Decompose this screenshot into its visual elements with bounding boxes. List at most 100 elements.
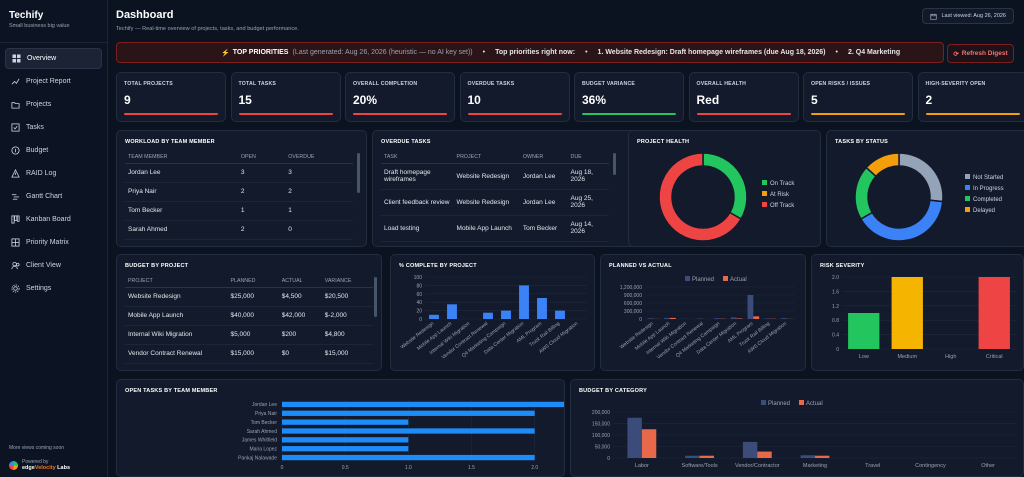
table-row[interactable]: Draft homepage wireframes Website Redesig… [381,163,609,190]
y-tick-label: 0.4 [832,333,839,339]
bar[interactable] [685,455,700,458]
column-header: ACTUAL [278,276,322,288]
bar[interactable] [483,312,493,319]
open-tasks-card: OPEN TASKS BY TEAM MEMBER 00.51.01.52.02… [116,379,565,477]
budget-scrollbar[interactable] [374,277,377,317]
sidebar-item-budget[interactable]: Budget [5,139,102,161]
bar[interactable] [747,295,754,319]
table-row[interactable]: Priya Nair 2 2 [125,182,353,202]
bar[interactable] [978,277,1010,349]
kpi-card: OVERALL HEALTH Red [688,72,799,122]
priority-item-1[interactable]: 1. Website Redesign: Draft homepage wire… [597,49,826,56]
sidebar-item-raid-log[interactable]: RAID Log [5,162,102,184]
pie-slice[interactable] [854,166,878,221]
table-cell: $25,000 [227,287,279,307]
bar[interactable] [282,428,535,434]
x-tick-label: High [945,354,956,360]
y-tick-label: Jordan Lee [252,402,277,408]
pie-slice[interactable] [865,152,900,178]
bar[interactable] [501,310,511,319]
bar[interactable] [742,441,758,458]
bar[interactable] [730,317,737,319]
priorities-label: ⚡ TOP PRIORITIES [221,49,289,57]
project-health-title: PROJECT HEALTH [637,139,690,145]
table-row[interactable]: Client feedback review Website Redesign Jo… [381,189,609,216]
bar[interactable] [736,318,743,319]
workload-scrollbar[interactable] [357,153,360,193]
bar[interactable] [627,417,642,458]
bar[interactable] [780,318,787,319]
table-row[interactable]: Mobile App Launch $40,000 $42,000 $-2,000 [125,306,373,326]
pie-slice[interactable] [898,152,944,203]
sidebar-item-priority-matrix[interactable]: Priority Matrix [5,231,102,253]
bar[interactable] [282,410,535,416]
table-row[interactable]: Tom Becker 1 1 [125,201,353,221]
bar[interactable] [764,318,770,319]
sidebar-item-tasks[interactable]: Tasks [5,116,102,138]
kpi-card: HIGH-SEVERITY OPEN 2 [917,72,1024,122]
legend-swatch [965,185,970,190]
priorities-ticker: ⚡ TOP PRIORITIES (Last generated: Aug 26,… [116,42,944,63]
sidebar-item-overview[interactable]: Overview [5,48,102,69]
x-tick-label: Medium [897,354,917,360]
priority-item-2[interactable]: 2. Q4 Marketing [847,49,901,56]
bar[interactable] [891,277,923,349]
bar[interactable] [282,454,535,461]
y-tick-label: 60 [416,292,422,298]
legend-label: Delayed [973,208,995,214]
bar[interactable] [757,451,772,458]
bar[interactable] [670,317,676,319]
refresh-digest-button[interactable]: ⟳ Refresh Digest [947,44,1014,63]
bar[interactable] [282,419,409,425]
kpi-label: OVERDUE TASKS [467,81,515,87]
planned-actual-card: PLANNED VS ACTUAL 0 300,000 600,000 900,000… [600,254,806,371]
bar[interactable] [429,314,439,319]
bar[interactable] [282,437,409,443]
sidebar-item-label: Settings [26,284,52,292]
y-tick-label: Maria Lopez [249,446,277,452]
legend-swatch [965,207,970,212]
column-header: OPEN [237,152,286,164]
legend-swatch [799,400,804,405]
table-cell: $5,000 [227,325,279,345]
bar[interactable] [800,455,815,458]
table-row[interactable]: Load testing Mobile App Launch Tom Becker A… [381,215,609,242]
table-cell: 3 [237,163,286,183]
sidebar-item-kanban-board[interactable]: Kanban Board [5,208,102,230]
bar[interactable] [848,313,880,349]
table-row[interactable]: Sarah Ahmed 2 0 [125,220,353,240]
overdue-scrollbar[interactable] [613,153,616,175]
pie-slice[interactable] [859,199,944,242]
bar[interactable] [699,455,714,458]
table-row[interactable]: Internal Wiki Migration $5,000 $200 $4,800 [125,325,373,345]
sidebar-item-settings[interactable]: Settings [5,277,102,299]
pie-slice[interactable] [658,152,743,242]
bar[interactable] [641,429,657,458]
bar[interactable] [664,317,670,319]
bar[interactable] [519,285,529,319]
bar[interactable] [753,316,760,319]
table-row[interactable]: Website Redesign $25,000 $4,500 $20,500 [125,287,373,307]
sidebar-item-projects[interactable]: Projects [5,93,102,115]
sidebar-item-label: Gantt Chart [26,192,63,200]
table-row[interactable]: Vendor Contract Renewal $15,000 $0 $15,000 [125,344,373,364]
tasks-status-chart: Not Started In Progress Completed Delayed [854,152,1004,242]
bar[interactable] [815,455,830,458]
bar[interactable] [647,318,654,319]
table-cell: Mobile App Launch [125,306,228,326]
bar[interactable] [714,318,720,319]
column-header: PLANNED [227,276,279,288]
bar[interactable] [555,310,565,319]
bar[interactable] [282,446,409,452]
sidebar-item-client-view[interactable]: Client View [5,254,102,276]
bar[interactable] [447,304,457,319]
table-row[interactable]: Jordan Lee 3 3 [125,163,353,183]
bar[interactable] [282,401,565,408]
sidebar-item-gantt-chart[interactable]: Gantt Chart [5,185,102,207]
sidebar-item-project-report[interactable]: Project Report [5,70,102,92]
pie-slice[interactable] [702,152,748,221]
y-tick-label: 40 [416,300,422,306]
y-tick-label: 0 [836,347,839,353]
bar[interactable] [537,298,547,319]
